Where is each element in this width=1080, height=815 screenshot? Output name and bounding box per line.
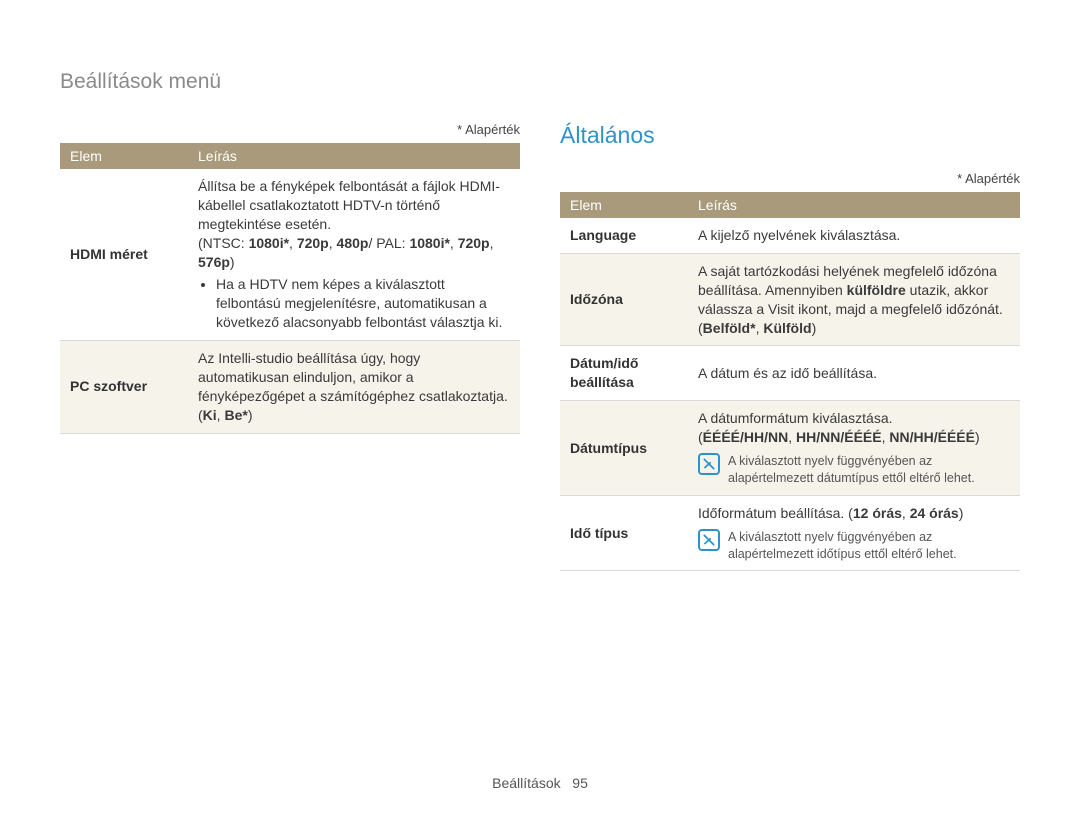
- text: ,: [450, 235, 458, 251]
- text: Ki: [203, 407, 217, 423]
- text: Külföld: [763, 320, 811, 336]
- table-row: HDMI méret Állítsa be a fényképek felbon…: [60, 169, 520, 341]
- table-row: Időzóna A saját tartózkodási helyének me…: [560, 253, 1020, 346]
- row-label-timezone: Időzóna: [560, 253, 688, 346]
- note-icon: [698, 453, 720, 475]
- row-desc-pc: Az Intelli-studio beállítása úgy, hogy a…: [188, 341, 520, 434]
- hdmi-intro: Állítsa be a fényképek felbontását a fáj…: [198, 177, 510, 234]
- row-label-datetype: Dátumtípus: [560, 401, 688, 496]
- left-header-elem: Elem: [60, 143, 188, 169]
- datetype-opts: (ÉÉÉÉ/HH/NN, HH/NN/ÉÉÉÉ, NN/HH/ÉÉÉÉ): [698, 428, 1010, 447]
- text: Belföld*: [703, 320, 756, 336]
- text: 480p: [337, 235, 369, 251]
- note-box: A kiválasztott nyelv függvényében az ala…: [698, 453, 1010, 487]
- page-footer: Beállítások 95: [0, 775, 1080, 791]
- text: 1080i*: [249, 235, 289, 251]
- table-row: Language A kijelző nyelvének kiválasztás…: [560, 218, 1020, 253]
- left-column: * Alapérték Elem Leírás HDMI méret Állít…: [60, 122, 520, 571]
- text: 576p: [198, 254, 230, 270]
- text: ,: [329, 235, 337, 251]
- text: ,: [289, 235, 297, 251]
- general-heading: Általános: [560, 122, 1020, 149]
- row-label-pc: PC szoftver: [60, 341, 188, 434]
- table-row: Dátum/idő beállítása A dátum és az idő b…: [560, 346, 1020, 401]
- row-desc-datetime: A dátum és az idő beállítása.: [688, 346, 1020, 401]
- row-desc-timetype: Időformátum beállítása. (12 órás, 24 órá…: [688, 495, 1020, 571]
- row-label-hdmi: HDMI méret: [60, 169, 188, 341]
- text: / PAL:: [368, 235, 409, 251]
- row-label-datetime: Dátum/idő beállítása: [560, 346, 688, 401]
- hdmi-bullets: Ha a HDTV nem képes a kiválasztott felbo…: [198, 275, 510, 332]
- row-desc-language: A kijelző nyelvének kiválasztása.: [688, 218, 1020, 253]
- page-title: Beállítások menü: [60, 70, 1020, 94]
- default-note-right: * Alapérték: [560, 171, 1020, 186]
- list-item: Ha a HDTV nem képes a kiválasztott felbo…: [216, 275, 510, 332]
- right-header-elem: Elem: [560, 192, 688, 218]
- default-note-left: * Alapérték: [60, 122, 520, 137]
- text: ,: [490, 235, 494, 251]
- row-label-language: Language: [560, 218, 688, 253]
- table-row: PC szoftver Az Intelli-studio beállítása…: [60, 341, 520, 434]
- footer-text: Beállítások: [492, 775, 560, 791]
- note-icon: [698, 529, 720, 551]
- text: (NTSC:: [198, 235, 249, 251]
- timetype-line: Időformátum beállítása. (12 órás, 24 órá…: [698, 504, 1010, 523]
- left-table: Elem Leírás HDMI méret Állítsa be a fény…: [60, 143, 520, 434]
- text: 720p: [297, 235, 329, 251]
- text: ,: [788, 429, 796, 445]
- text: HH/NN/ÉÉÉÉ: [796, 429, 882, 445]
- content-columns: * Alapérték Elem Leírás HDMI méret Állít…: [60, 122, 1020, 571]
- right-column: Általános * Alapérték Elem Leírás Langua…: [560, 122, 1020, 571]
- timezone-line1: A saját tartózkodási helyének megfelelő …: [698, 262, 1010, 319]
- footer-page: 95: [572, 775, 588, 791]
- text: ): [230, 254, 235, 270]
- text: ): [812, 320, 817, 336]
- right-table: Elem Leírás Language A kijelző nyelvének…: [560, 192, 1020, 571]
- text: 12 órás: [853, 505, 902, 521]
- note-box: A kiválasztott nyelv függvényében az ala…: [698, 529, 1010, 563]
- row-label-timetype: Idő típus: [560, 495, 688, 571]
- row-desc-timezone: A saját tartózkodási helyének megfelelő …: [688, 253, 1020, 346]
- row-desc-hdmi: Állítsa be a fényképek felbontását a fáj…: [188, 169, 520, 341]
- text: külföldre: [847, 282, 906, 298]
- text: 24 órás: [910, 505, 959, 521]
- table-row: Idő típus Időformátum beállítása. (12 ór…: [560, 495, 1020, 571]
- note-text: A kiválasztott nyelv függvényében az ala…: [728, 529, 1010, 563]
- left-header-leiras: Leírás: [188, 143, 520, 169]
- hdmi-resolutions: (NTSC: 1080i*, 720p, 480p/ PAL: 1080i*, …: [198, 234, 510, 272]
- table-row: Dátumtípus A dátumformátum kiválasztása.…: [560, 401, 1020, 496]
- text: Be*: [224, 407, 247, 423]
- note-text: A kiválasztott nyelv függvényében az ala…: [728, 453, 1010, 487]
- text: ÉÉÉÉ/HH/NN: [703, 429, 789, 445]
- text: ): [959, 505, 964, 521]
- text: NN/HH/ÉÉÉÉ: [889, 429, 975, 445]
- text: 1080i*: [409, 235, 449, 251]
- text: ,: [902, 505, 910, 521]
- row-desc-datetype: A dátumformátum kiválasztása. (ÉÉÉÉ/HH/N…: [688, 401, 1020, 496]
- page-root: Beállítások menü * Alapérték Elem Leírás…: [0, 0, 1080, 815]
- datetype-intro: A dátumformátum kiválasztása.: [698, 409, 1010, 428]
- timezone-line2: (Belföld*, Külföld): [698, 319, 1010, 338]
- text: 720p: [458, 235, 490, 251]
- text: Időformátum beállítása. (: [698, 505, 853, 521]
- text: ): [975, 429, 980, 445]
- right-header-leiras: Leírás: [688, 192, 1020, 218]
- text: ): [248, 407, 253, 423]
